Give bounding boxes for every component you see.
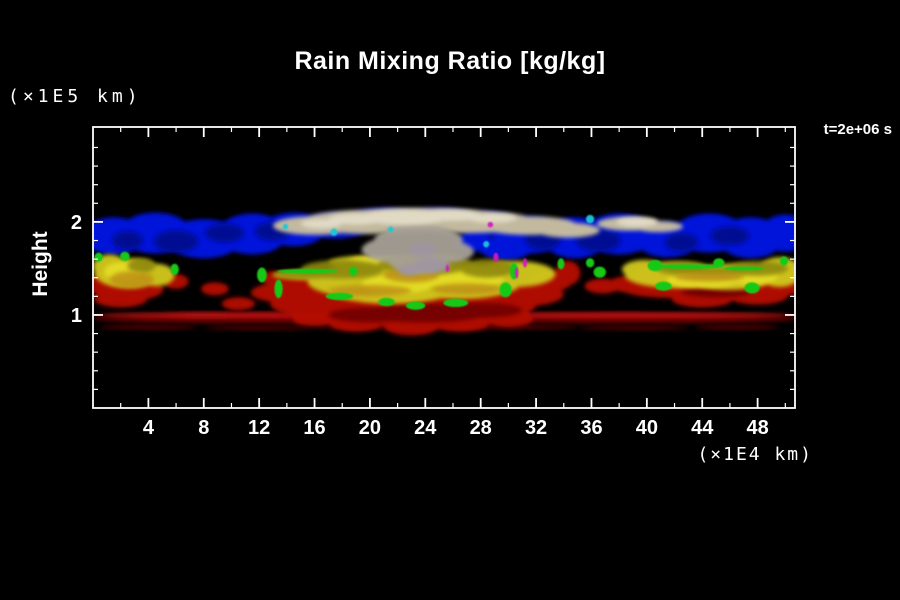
chart-title: Rain Mixing Ratio [kg/kg] bbox=[294, 47, 606, 75]
x-axis-unit-label: (×1E4 km) bbox=[697, 444, 813, 465]
layer-cyan-noise bbox=[282, 214, 595, 248]
layer-magenta-noise bbox=[445, 221, 528, 279]
svg-text:40: 40 bbox=[636, 417, 658, 439]
svg-text:1: 1 bbox=[71, 305, 82, 327]
svg-text:36: 36 bbox=[580, 417, 602, 439]
layer-anvil-highlights bbox=[300, 209, 658, 229]
svg-text:32: 32 bbox=[525, 417, 547, 439]
svg-text:44: 44 bbox=[691, 417, 714, 439]
svg-text:20: 20 bbox=[359, 417, 381, 439]
svg-text:12: 12 bbox=[248, 417, 270, 439]
svg-text:4: 4 bbox=[143, 417, 155, 439]
svg-text:16: 16 bbox=[303, 417, 325, 439]
svg-text:48: 48 bbox=[746, 417, 768, 439]
plot-frame bbox=[92, 126, 796, 409]
layer-green-specks bbox=[94, 251, 789, 310]
svg-text:24: 24 bbox=[414, 417, 437, 439]
time-annotation: t=2e+06 s bbox=[823, 121, 892, 138]
y-axis-unit-label: (×1E5 km) bbox=[8, 86, 142, 107]
layer-anvil-violet-tint bbox=[397, 243, 451, 276]
axis-ticks bbox=[93, 127, 795, 408]
data-layers bbox=[93, 207, 795, 336]
svg-text:28: 28 bbox=[470, 417, 492, 439]
svg-text:8: 8 bbox=[198, 417, 209, 439]
svg-text:2: 2 bbox=[71, 212, 82, 234]
